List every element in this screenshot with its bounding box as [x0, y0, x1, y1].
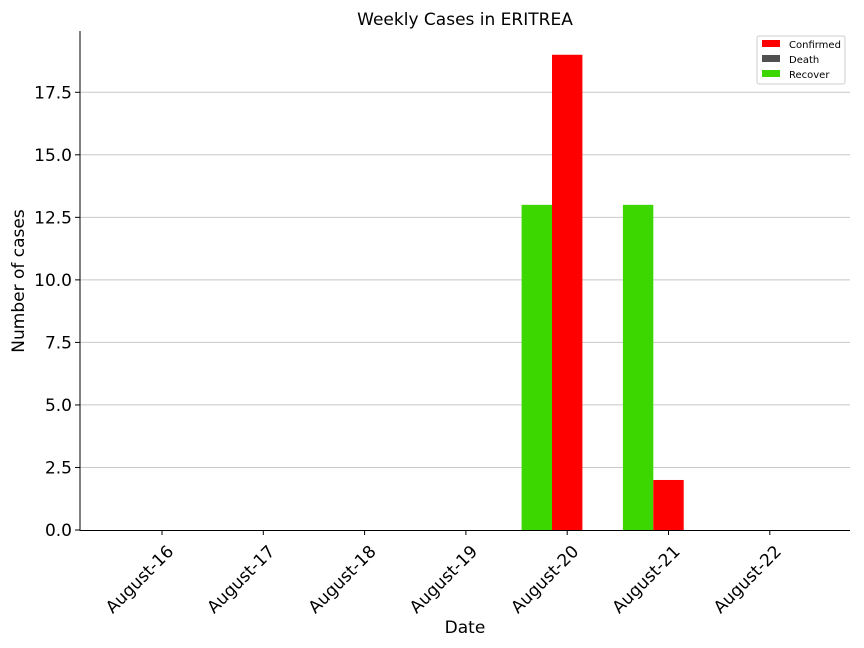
- chart-title: Weekly Cases in ERITREA: [357, 10, 573, 30]
- x-tick-label: August-18: [305, 542, 381, 618]
- y-ticks: 0.0 2.5 5.0 7.5 10.0 12.5 15.0 17.5: [34, 83, 80, 541]
- y-tick-label: 5.0: [45, 396, 72, 416]
- legend-label-death: Death: [789, 55, 819, 66]
- x-ticks: August-16 August-17 August-18 August-19 Augu…: [102, 530, 786, 618]
- y-tick-label: 17.5: [34, 83, 72, 103]
- bars-layer: [521, 54, 684, 531]
- grid-layer: [80, 91, 850, 468]
- x-tick-label: August-17: [203, 542, 279, 618]
- y-axis-label: Number of cases: [9, 209, 29, 353]
- x-tick-label: August-21: [609, 542, 685, 618]
- bar-confirmed: [552, 54, 583, 531]
- y-tick-label: 15.0: [34, 146, 72, 166]
- legend-swatch-recover: [762, 70, 780, 77]
- x-tick-label: August-16: [102, 542, 178, 618]
- y-tick-label: 7.5: [45, 333, 72, 353]
- x-axis-label: Date: [445, 618, 486, 638]
- x-tick-label: August-20: [507, 542, 583, 618]
- x-tick-label: August-22: [710, 542, 786, 618]
- y-tick-label: 12.5: [34, 208, 72, 228]
- y-tick-label: 2.5: [45, 458, 72, 478]
- axes-layer: [79, 31, 850, 531]
- bar-recover: [622, 204, 654, 530]
- legend-swatch-confirmed: [762, 40, 780, 47]
- y-tick-label: 10.0: [34, 271, 72, 291]
- legend-label-confirmed: Confirmed: [789, 40, 841, 51]
- x-tick-label: August-19: [406, 542, 482, 618]
- bar-confirmed: [653, 479, 684, 530]
- legend-label-recover: Recover: [789, 70, 830, 81]
- y-tick-label: 0.0: [45, 521, 72, 541]
- bar-recover: [521, 204, 552, 530]
- legend-swatch-death: [762, 55, 780, 62]
- legend: Confirmed Death Recover: [756, 35, 846, 85]
- legend-items: Confirmed Death Recover: [762, 40, 841, 81]
